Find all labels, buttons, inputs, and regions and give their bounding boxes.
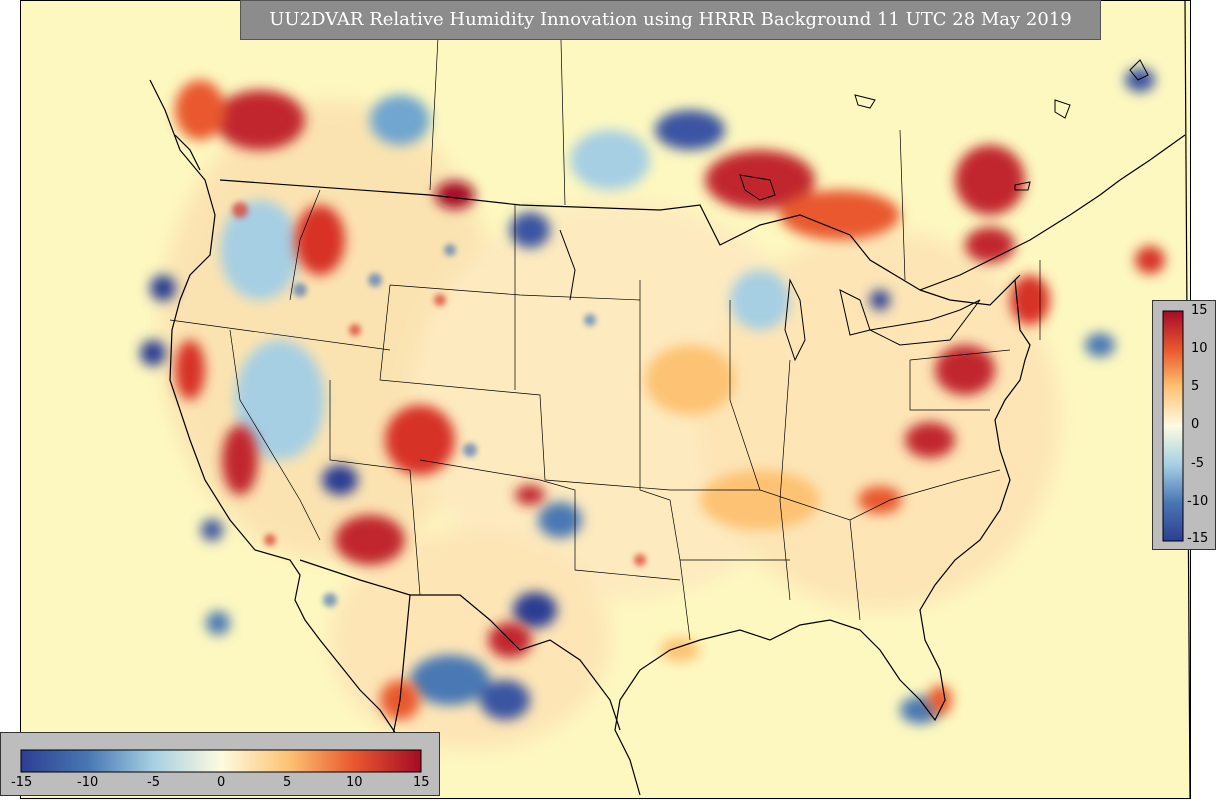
lakes <box>559 59 1149 362</box>
map-title: UU2DVAR Relative Humidity Innovation usi… <box>240 0 1101 40</box>
positive-anomalies <box>175 80 1165 720</box>
colorbar-v-tick: -15 <box>1187 531 1209 546</box>
colorbar-v-tick: -5 <box>1191 456 1204 471</box>
colorbar-vertical: 15 10 5 0 -5 -10 -15 <box>1152 300 1216 550</box>
colorbar-v-tick: -10 <box>1187 494 1209 509</box>
colorbar-horizontal-graphic <box>20 749 422 773</box>
colorbar-horizontal: -15 -10 -5 0 5 10 15 <box>0 732 440 796</box>
colorbar-v-tick: 5 <box>1191 379 1200 394</box>
colorbar-h-tick: -10 <box>77 775 99 790</box>
colorbar-v-tick: 15 <box>1191 303 1208 318</box>
colorbar-v-tick: 10 <box>1191 341 1208 356</box>
colorbar-h-tick: 5 <box>283 775 292 790</box>
colorbar-h-tick: 10 <box>346 775 363 790</box>
western-speckle <box>232 202 646 607</box>
colorbar-h-tick: -15 <box>11 775 33 790</box>
negative-anomalies <box>140 68 1155 724</box>
colorbar-h-tick: -5 <box>147 775 160 790</box>
colorbar-h-tick: 15 <box>413 775 430 790</box>
colorbar-h-tick: 0 <box>217 775 226 790</box>
colorbar-v-tick: 0 <box>1191 417 1200 432</box>
colorbar-vertical-graphic <box>1162 310 1184 542</box>
state-lines <box>169 0 1041 641</box>
